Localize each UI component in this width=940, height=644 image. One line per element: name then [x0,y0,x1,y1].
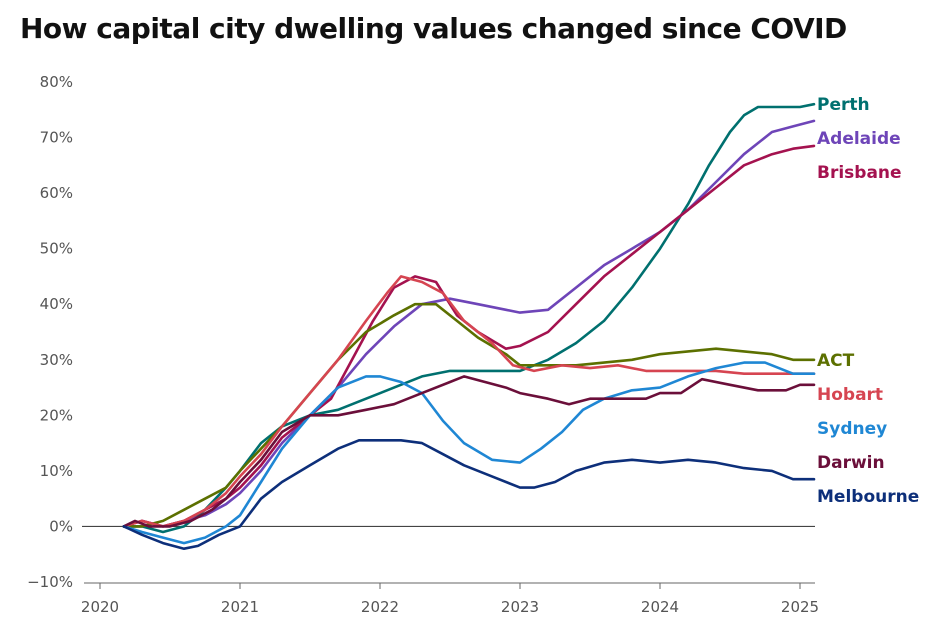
series-lines [122,102,816,550]
series-label-act: ACT [817,351,855,371]
series-line-adelaide [122,119,816,528]
y-tick-label: 20% [40,406,73,424]
series-labels: Perth Adelaide Brisbane ACT Hobart Sydney Darw… [817,95,919,507]
x-tick-label: 2021 [221,598,259,616]
series-label-adelaide: Adelaide [817,129,901,149]
series-label-perth: Perth [817,95,870,115]
y-tick-label: 30% [40,351,73,369]
y-tick-label: 80% [40,73,73,91]
series-label-hobart: Hobart [817,385,883,405]
series-line-darwin [122,375,816,528]
y-tick-label: 60% [40,184,73,202]
series-line-brisbane [122,144,816,528]
y-tick-label: 50% [40,240,73,258]
x-tick-label: 2023 [501,598,539,616]
y-tick-label: 10% [40,462,73,480]
series-line-melbourne [122,439,816,550]
x-tick-label: 2025 [781,598,819,616]
series-line-hobart [122,275,816,528]
x-axis-ticks: 2020 2021 2022 2023 2024 2025 [81,583,819,616]
x-tick-label: 2022 [361,598,399,616]
x-tick-label: 2020 [81,598,119,616]
series-label-brisbane: Brisbane [817,163,902,183]
y-tick-label: 40% [40,295,73,313]
series-line-act [122,302,816,528]
series-label-sydney: Sydney [817,419,887,439]
y-tick-label: 70% [40,129,73,147]
series-line-sydney [122,361,816,545]
x-tick-label: 2024 [641,598,679,616]
series-label-melbourne: Melbourne [817,487,919,507]
chart-title: How capital city dwelling values changed… [20,12,847,45]
y-tick-label: −10% [27,573,73,591]
y-tick-label: 0% [49,517,73,535]
series-label-darwin: Darwin [817,453,885,473]
y-axis-ticks: −10% 0% 10% 20% 30% 40% 50% 60% 70% 80% [27,73,815,591]
